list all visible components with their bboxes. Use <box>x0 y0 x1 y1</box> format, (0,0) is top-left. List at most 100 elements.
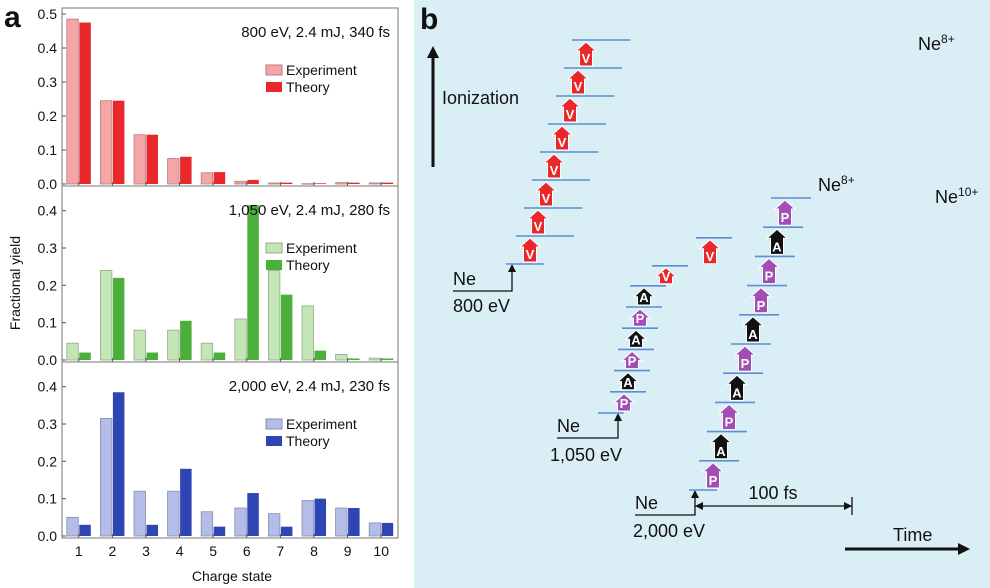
bar-theory-2 <box>113 278 125 360</box>
transition-label: P <box>725 415 734 430</box>
transition-label: P <box>620 396 629 411</box>
subplot-title: 2,000 eV, 2.4 mJ, 230 fs <box>229 378 390 395</box>
legend-label: Experiment <box>286 240 357 256</box>
subplot-2: 0.00.10.20.30.4 1,050 eV, 2.4 mJ, 280 fsE… <box>38 186 398 368</box>
bar-theory-9 <box>348 359 360 360</box>
y-tick-label: 0.3 <box>38 416 58 432</box>
y-tick-label: 0.2 <box>38 453 58 469</box>
x-tick-label: 5 <box>209 543 217 559</box>
bar-theory-1 <box>79 23 91 185</box>
legend-label: Theory <box>286 257 330 273</box>
bar-experiment-9 <box>336 508 348 536</box>
bar-theory-9 <box>348 508 360 536</box>
transition-label: P <box>636 311 645 326</box>
x-tick-label: 7 <box>277 543 285 559</box>
bar-experiment-4 <box>168 159 180 185</box>
transition-label: P <box>781 210 790 225</box>
y-tick-label: 0.0 <box>38 176 58 192</box>
x-tick-label: 6 <box>243 543 251 559</box>
time-label: Time <box>893 525 932 545</box>
bar-experiment-1 <box>67 517 79 536</box>
y-tick-label: 0.0 <box>38 352 58 368</box>
bar-experiment-5 <box>201 512 213 536</box>
panel-b: b Ionization Time 100 fs Ne 800 eV Ne 1,… <box>414 0 990 588</box>
transition-label: P <box>757 298 766 313</box>
ionization-label: Ionization <box>442 88 519 108</box>
bar-theory-8 <box>315 351 327 360</box>
transition-label: V <box>706 249 715 264</box>
y-tick-label: 0.2 <box>38 277 58 293</box>
subplots: 0.0 0.1 0.2 0.3 0.4 0.5 800 eV, 2.4 mJ, 340 fs… <box>38 6 398 559</box>
y-tick-label: 0.1 <box>38 315 58 331</box>
subplot-3: 0.0 0.1 0.2 0.3 0.4 2,000 eV, 2.4 mJ, 230 fs E… <box>38 362 398 544</box>
bar-theory-8 <box>315 499 327 536</box>
scale-bar-label: 100 fs <box>748 483 797 503</box>
x-tick-label: 1 <box>75 543 83 559</box>
legend-swatch <box>266 65 282 75</box>
start-label-2000-energy: 2,000 eV <box>633 521 705 541</box>
y-tick-label: 0.4 <box>38 379 58 395</box>
start-label-1050-energy: 1,050 eV <box>550 445 622 465</box>
bar-theory-5 <box>214 353 226 360</box>
legend-swatch <box>266 436 282 446</box>
bar-experiment-7 <box>268 514 280 536</box>
transition-label: A <box>772 239 782 254</box>
subplot-title: 1,050 eV, 2.4 mJ, 280 fs <box>229 202 390 219</box>
transition-label: V <box>542 191 551 206</box>
bar-experiment-6 <box>235 319 247 360</box>
transition-label: V <box>550 163 559 178</box>
bar-theory-5 <box>214 172 226 184</box>
bar-theory-5 <box>214 527 226 536</box>
bar-experiment-9 <box>336 354 348 360</box>
bar-experiment-8 <box>302 501 314 536</box>
transition-label: V <box>582 51 591 66</box>
y-tick-label: 0.4 <box>38 40 58 56</box>
panel-b-letter: b <box>420 3 438 36</box>
bar-theory-3 <box>147 135 159 184</box>
bar-experiment-10 <box>369 523 381 536</box>
subplot-title: 800 eV, 2.4 mJ, 340 fs <box>241 24 390 41</box>
bar-experiment-8 <box>302 306 314 360</box>
x-tick-label: 8 <box>310 543 318 559</box>
x-tick-label: 3 <box>142 543 150 559</box>
transition-label: P <box>628 354 637 369</box>
bar-theory-8 <box>315 183 327 184</box>
bar-theory-2 <box>113 101 125 184</box>
bar-experiment-7 <box>268 183 280 184</box>
panel-a-letter: a <box>4 1 21 34</box>
start-label-800-ion: Ne <box>453 269 476 289</box>
bar-experiment-10 <box>369 183 381 184</box>
bar-theory-7 <box>281 295 293 360</box>
transition-label: A <box>748 327 758 342</box>
y-tick-label: 0.5 <box>38 6 58 22</box>
bar-theory-10 <box>382 523 394 536</box>
panel-a: a Fractional yield Charge state 0.00.10.… <box>4 1 398 584</box>
y-tick-label: 0.3 <box>38 74 58 90</box>
x-tick-label: 2 <box>109 543 117 559</box>
bar-experiment-7 <box>268 270 280 360</box>
legend-swatch <box>266 419 282 429</box>
transition-label: V <box>526 247 535 262</box>
transition-label: P <box>741 356 750 371</box>
y-tick-label: 0.3 <box>38 240 58 256</box>
transition-label: A <box>716 444 726 459</box>
bar-theory-6 <box>247 205 258 360</box>
bar-experiment-3 <box>134 135 146 184</box>
y-axis-label: Fractional yield <box>7 236 23 330</box>
start-label-2000-ion: Ne <box>635 493 658 513</box>
bar-experiment-3 <box>134 330 146 360</box>
bar-experiment-8 <box>302 184 314 185</box>
bar-experiment-10 <box>369 358 381 360</box>
bar-experiment-5 <box>201 173 213 184</box>
bar-experiment-2 <box>100 270 112 360</box>
bar-experiment-4 <box>168 330 180 360</box>
bar-experiment-2 <box>100 101 112 184</box>
transition-label: A <box>639 290 649 305</box>
bar-theory-6 <box>247 180 258 184</box>
legend-label: Theory <box>286 79 330 95</box>
y-tick-label: 0.0 <box>38 528 58 544</box>
legend-label: Experiment <box>286 416 357 432</box>
y-tick-label: 0.1 <box>38 491 58 507</box>
bar-theory-10 <box>382 359 394 360</box>
